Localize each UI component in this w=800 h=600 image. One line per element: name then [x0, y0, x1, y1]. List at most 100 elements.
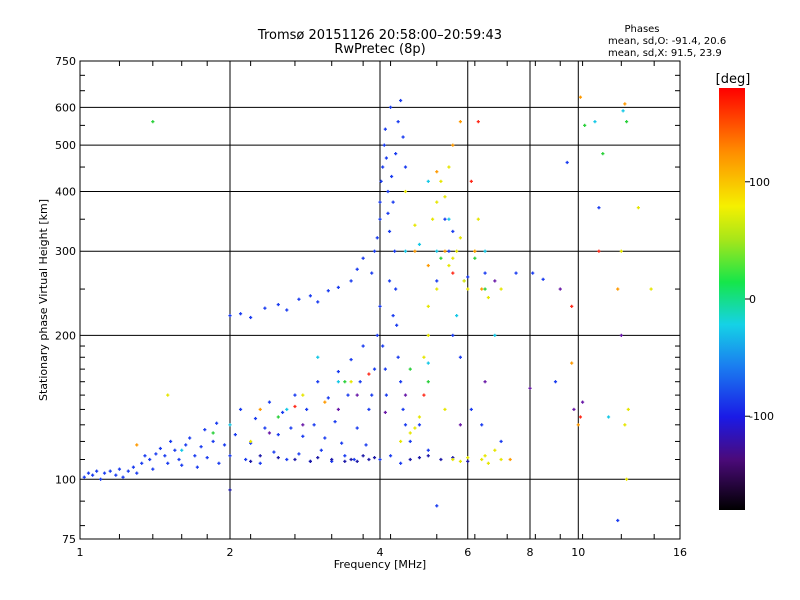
x-tick-label: 2 — [227, 546, 234, 559]
data-point — [367, 457, 371, 462]
data-point — [258, 407, 262, 412]
data-point — [388, 454, 393, 458]
data-point — [263, 306, 267, 310]
data-point — [301, 434, 305, 438]
data-point — [121, 475, 125, 479]
data-point — [135, 471, 139, 475]
data-point — [375, 333, 379, 337]
data-point — [316, 456, 320, 460]
data-point — [238, 312, 243, 316]
data-point — [228, 423, 232, 427]
data-point — [455, 249, 459, 253]
data-point — [333, 420, 337, 424]
data-point — [355, 393, 359, 397]
data-point — [336, 369, 340, 374]
x-axis-label: Frequency [MHz] — [334, 558, 426, 571]
data-point — [378, 457, 382, 462]
data-point — [469, 407, 473, 412]
data-point — [435, 279, 439, 283]
y-tick-label: 500 — [55, 139, 76, 152]
data-point — [86, 471, 91, 475]
data-point — [451, 457, 455, 462]
data-point — [447, 217, 451, 221]
data-point — [319, 448, 323, 452]
data-point — [238, 407, 243, 412]
data-point — [443, 217, 447, 221]
data-point — [473, 256, 477, 260]
data-point — [312, 423, 316, 427]
data-point — [403, 423, 408, 427]
data-point — [117, 467, 122, 471]
data-point — [417, 423, 422, 427]
data-point — [267, 400, 272, 404]
data-point — [301, 423, 305, 427]
data-point — [570, 304, 574, 308]
data-point — [349, 357, 353, 362]
data-point — [316, 300, 320, 304]
data-point — [148, 457, 152, 462]
data-point — [458, 120, 463, 124]
data-point — [293, 404, 297, 409]
data-point — [403, 249, 408, 253]
data-point — [443, 249, 447, 253]
data-point — [205, 456, 209, 460]
data-point — [280, 410, 285, 415]
data-point — [435, 504, 439, 508]
data-point — [355, 426, 359, 430]
data-point — [480, 423, 484, 427]
data-point — [601, 152, 605, 156]
data-point — [606, 415, 611, 419]
data-point — [473, 249, 477, 253]
data-point — [422, 355, 426, 359]
data-point — [403, 393, 408, 397]
data-point — [180, 448, 184, 452]
data-point — [621, 109, 625, 113]
data-point — [340, 441, 344, 445]
data-point — [435, 200, 439, 204]
data-point — [462, 279, 466, 283]
data-point — [151, 467, 155, 471]
data-point — [114, 473, 118, 477]
data-point — [649, 287, 653, 291]
data-point — [367, 372, 371, 376]
data-point — [99, 477, 103, 481]
data-point — [384, 156, 388, 160]
data-point — [108, 469, 112, 473]
data-point — [355, 459, 359, 463]
x-tick-label: 10 — [571, 546, 585, 559]
data-point — [435, 287, 439, 291]
data-point — [391, 314, 395, 318]
data-point — [361, 344, 365, 348]
data-point — [576, 423, 580, 427]
data-point — [408, 457, 412, 462]
data-point — [276, 415, 280, 419]
data-point — [580, 400, 585, 404]
data-point — [553, 380, 558, 384]
data-point — [378, 200, 382, 204]
data-point — [493, 279, 497, 283]
data-point — [399, 380, 403, 384]
data-point — [583, 123, 587, 127]
data-point — [597, 206, 601, 210]
data-point — [140, 461, 144, 465]
data-point — [476, 217, 480, 221]
data-point — [426, 361, 430, 365]
data-point — [455, 314, 459, 318]
data-point — [417, 415, 422, 419]
data-point — [228, 314, 232, 318]
data-point — [384, 393, 388, 397]
data-point — [379, 179, 383, 183]
data-point — [483, 380, 487, 384]
data-point — [381, 165, 385, 169]
data-point — [451, 143, 455, 147]
data-point — [413, 249, 417, 253]
data-point — [372, 456, 377, 460]
data-point — [378, 304, 382, 308]
data-point — [386, 189, 390, 194]
data-point — [426, 380, 430, 384]
chart-title: Tromsø 20151126 20:58:00–20:59:43 — [257, 28, 502, 43]
data-point — [624, 477, 629, 481]
data-point — [623, 423, 627, 427]
data-point — [297, 297, 301, 301]
data-point — [349, 380, 353, 384]
